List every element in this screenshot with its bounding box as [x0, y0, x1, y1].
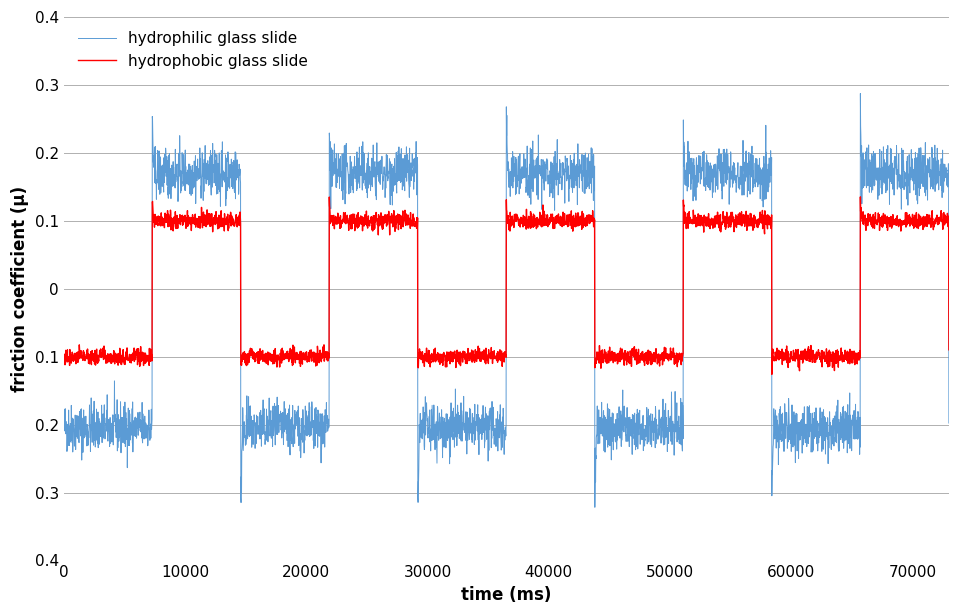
hydrophilic glass slide	[58, 418, 69, 426]
hydrophobic glass slide	[766, 371, 778, 378]
hydrophobic glass slide	[943, 346, 954, 354]
hydrophilic glass slide	[240, 436, 252, 443]
hydrophilic glass slide	[943, 419, 954, 427]
Line: hydrophilic glass slide: hydrophilic glass slide	[63, 93, 948, 507]
hydrophobic glass slide	[431, 356, 443, 363]
hydrophobic glass slide	[775, 350, 786, 357]
Line: hydrophobic glass slide: hydrophobic glass slide	[63, 197, 948, 375]
hydrophilic glass slide	[556, 180, 567, 188]
Legend: hydrophilic glass slide, hydrophobic glass slide: hydrophilic glass slide, hydrophobic gla…	[71, 25, 314, 74]
hydrophilic glass slide	[854, 90, 866, 97]
hydrophilic glass slide	[559, 177, 570, 184]
hydrophilic glass slide	[655, 423, 666, 430]
hydrophilic glass slide	[431, 459, 443, 467]
hydrophobic glass slide	[854, 193, 866, 200]
Y-axis label: friction coefficient (μ): friction coefficient (μ)	[12, 186, 29, 392]
hydrophobic glass slide	[655, 355, 666, 363]
hydrophilic glass slide	[775, 413, 786, 420]
hydrophobic glass slide	[240, 362, 252, 369]
hydrophobic glass slide	[556, 216, 567, 223]
hydrophilic glass slide	[589, 504, 601, 511]
hydrophobic glass slide	[58, 352, 69, 360]
X-axis label: time (ms): time (ms)	[461, 586, 552, 604]
hydrophobic glass slide	[559, 210, 570, 217]
